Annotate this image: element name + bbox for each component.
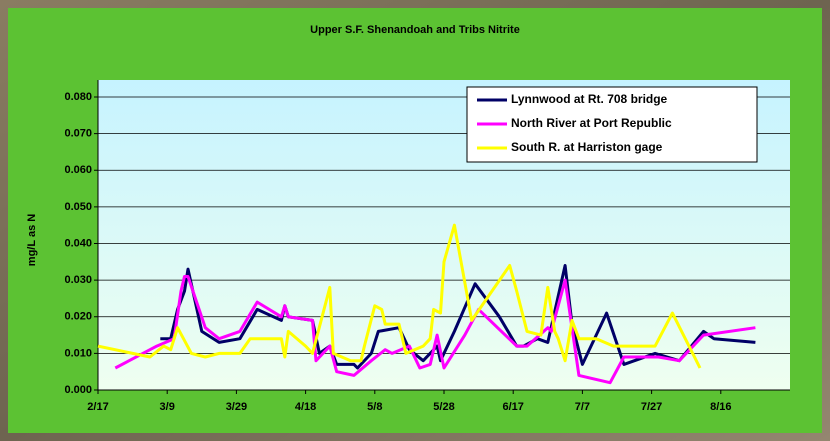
legend-label: Lynnwood at Rt. 708 bridge [511,92,668,106]
y-tick-label: 0.070 [64,128,92,140]
y-tick-label: 0.020 [64,311,92,323]
series-line [97,223,702,369]
legend-label: South R. at Harriston gage [511,140,663,154]
y-axis-label: mg/L as N [26,214,38,266]
x-tick-label: 6/17 [502,401,523,413]
y-tick-label: 0.080 [64,91,92,103]
y-tick-label: 0.030 [64,274,92,286]
y-tick-label: 0.060 [64,164,92,176]
legend: Lynnwood at Rt. 708 bridge North River at… [466,86,758,163]
chart-title: Upper S.F. Shenandoah and Tribs Nitrite [310,24,520,36]
x-tick-label: 5/28 [433,401,454,413]
y-tick-label: 0.010 [64,347,92,359]
y-tick-label: 0.000 [64,384,92,396]
grid: 0.000 0.010 0.020 0.030 0.040 0.050 0.060 0.070… [64,80,790,413]
x-tick-label: 4/18 [295,401,316,413]
legend-label: North River at Port Republic [511,116,672,130]
x-tick-label: 3/9 [160,401,175,413]
series-line [160,264,756,370]
x-tick-label: 5/8 [367,401,382,413]
lines [97,223,756,385]
x-tick-label: 8/16 [710,401,731,413]
y-tick-label: 0.040 [64,237,92,249]
x-tick-label: 7/7 [575,401,590,413]
y-tick-label: 0.050 [64,201,92,213]
x-tick-label: 2/17 [87,401,108,413]
legend-box [466,86,758,163]
x-tick-label: 3/29 [226,401,247,413]
x-tick-label: 7/27 [641,401,662,413]
